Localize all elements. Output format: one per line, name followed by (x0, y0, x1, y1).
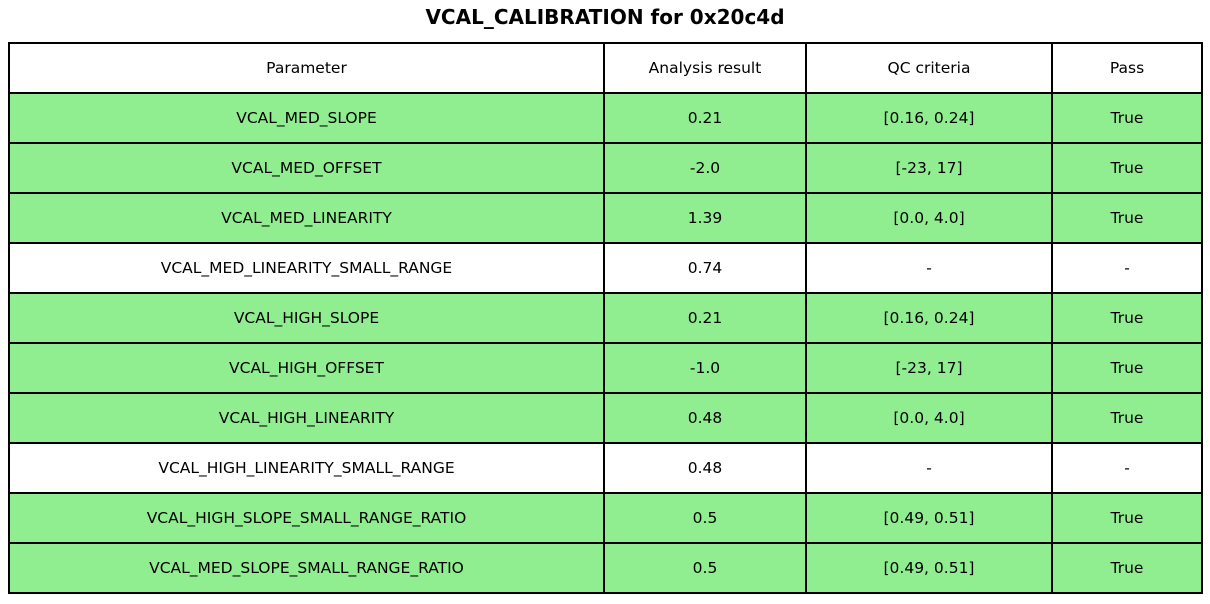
cell-analysis-result: 0.21 (603, 92, 807, 144)
table-body: VCAL_MED_SLOPE 0.21 [0.16, 0.24] True VCAL_M… (8, 92, 1203, 594)
cell-parameter: VCAL_HIGH_SLOPE (8, 292, 605, 344)
cell-parameter: VCAL_MED_LINEARITY_SMALL_RANGE (8, 242, 605, 294)
cell-parameter: VCAL_MED_SLOPE_SMALL_RANGE_RATIO (8, 542, 605, 594)
cell-analysis-result: 0.48 (603, 442, 807, 494)
cell-qc-criteria: [-23, 17] (805, 342, 1053, 394)
cell-qc-criteria: [-23, 17] (805, 142, 1053, 194)
cell-pass: True (1051, 392, 1203, 444)
calibration-table: Parameter Analysis result QC criteria Pa… (8, 42, 1203, 594)
cell-pass: True (1051, 142, 1203, 194)
table-row: VCAL_HIGH_LINEARITY 0.48 [0.0, 4.0] True (8, 392, 1203, 444)
table-row: VCAL_HIGH_SLOPE_SMALL_RANGE_RATIO 0.5 [0.4… (8, 492, 1203, 544)
table-row: VCAL_MED_LINEARITY_SMALL_RANGE 0.74- - (8, 242, 1203, 294)
cell-qc-criteria: - (805, 442, 1053, 494)
table-row: VCAL_MED_OFFSET -2.0 [-23, 17] True (8, 142, 1203, 194)
header-qc-criteria: QC criteria (805, 42, 1053, 94)
cell-pass: - (1051, 242, 1203, 294)
cell-parameter: VCAL_HIGH_SLOPE_SMALL_RANGE_RATIO (8, 492, 605, 544)
cell-parameter: VCAL_MED_SLOPE (8, 92, 605, 144)
cell-qc-criteria: [0.16, 0.24] (805, 292, 1053, 344)
cell-analysis-result: 1.39 (603, 192, 807, 244)
cell-pass: True (1051, 542, 1203, 594)
cell-analysis-result: 0.74 (603, 242, 807, 294)
table-row: VCAL_HIGH_SLOPE 0.21 [0.16, 0.24] True (8, 292, 1203, 344)
cell-analysis-result: 0.5 (603, 492, 807, 544)
cell-parameter: VCAL_HIGH_LINEARITY_SMALL_RANGE (8, 442, 605, 494)
cell-parameter: VCAL_MED_OFFSET (8, 142, 605, 194)
cell-analysis-result: -1.0 (603, 342, 807, 394)
table-row: VCAL_MED_SLOPE_SMALL_RANGE_RATIO 0.5 [0.49… (8, 542, 1203, 594)
cell-pass: - (1051, 442, 1203, 494)
table-row: VCAL_MED_LINEARITY 1.39 [0.0, 4.0] True (8, 192, 1203, 244)
cell-qc-criteria: [0.0, 4.0] (805, 192, 1053, 244)
table-row: VCAL_HIGH_LINEARITY_SMALL_RANGE 0.48- - (8, 442, 1203, 494)
header-row: Parameter Analysis result QC criteria Pa… (8, 42, 1203, 94)
cell-pass: True (1051, 192, 1203, 244)
cell-qc-criteria: [0.0, 4.0] (805, 392, 1053, 444)
table-row: VCAL_MED_SLOPE 0.21 [0.16, 0.24] True (8, 92, 1203, 144)
header-parameter: Parameter (8, 42, 605, 94)
cell-analysis-result: 0.48 (603, 392, 807, 444)
cell-qc-criteria: - (805, 242, 1053, 294)
cell-analysis-result: -2.0 (603, 142, 807, 194)
cell-qc-criteria: [0.49, 0.51] (805, 542, 1053, 594)
cell-pass: True (1051, 492, 1203, 544)
cell-pass: True (1051, 342, 1203, 394)
page-title: VCAL_CALIBRATION for 0x20c4d (425, 5, 785, 29)
cell-qc-criteria: [0.16, 0.24] (805, 92, 1053, 144)
cell-analysis-result: 0.21 (603, 292, 807, 344)
cell-parameter: VCAL_HIGH_OFFSET (8, 342, 605, 394)
header-pass: Pass (1051, 42, 1203, 94)
cell-analysis-result: 0.5 (603, 542, 807, 594)
cell-parameter: VCAL_HIGH_LINEARITY (8, 392, 605, 444)
table-row: VCAL_HIGH_OFFSET -1.0 [-23, 17] True (8, 342, 1203, 394)
cell-qc-criteria: [0.49, 0.51] (805, 492, 1053, 544)
cell-pass: True (1051, 92, 1203, 144)
cell-pass: True (1051, 292, 1203, 344)
header-analysis-result: Analysis result (603, 42, 807, 94)
cell-parameter: VCAL_MED_LINEARITY (8, 192, 605, 244)
